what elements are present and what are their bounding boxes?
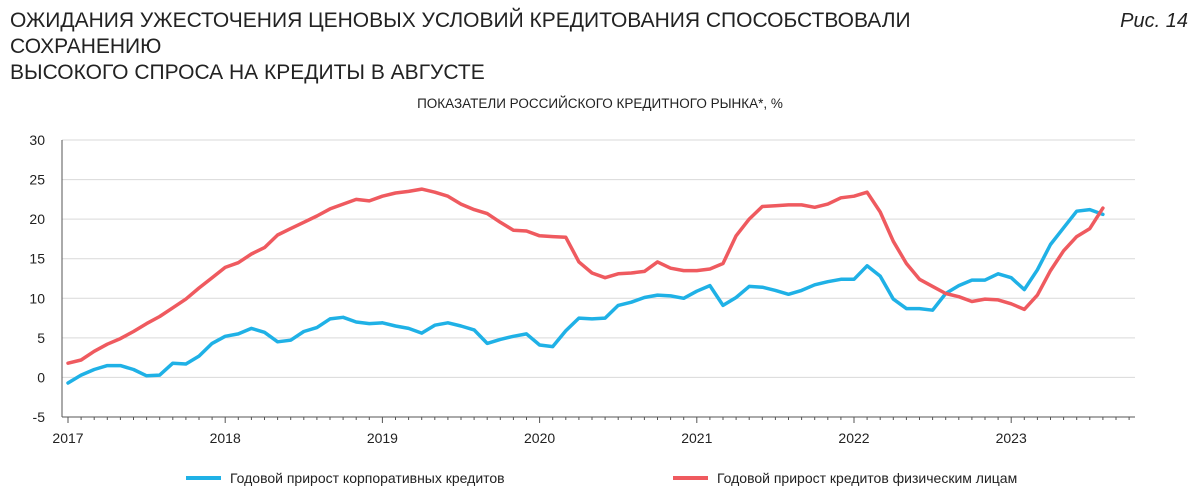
y-tick-label: 0	[37, 369, 45, 385]
page-title-line-1: ОЖИДАНИЯ УЖЕСТОЧЕНИЯ ЦЕНОВЫХ УСЛОВИЙ КРЕ…	[10, 9, 911, 58]
y-tick-label: 15	[29, 251, 45, 267]
legend-label: Годовой прирост корпоративных кредитов	[230, 470, 505, 486]
legend-label: Годовой прирост кредитов физическим лица…	[717, 470, 1017, 486]
series-corporate-line	[66, 207, 1105, 385]
x-tick-label: 2019	[367, 430, 398, 446]
legend-item: Годовой прирост кредитов физическим лица…	[673, 470, 1017, 486]
y-tick-label: 10	[29, 290, 45, 306]
y-tick-label: 25	[29, 172, 45, 188]
y-tick-label: 5	[37, 330, 45, 346]
chart-title-block: ОЖИДАНИЯ УЖЕСТОЧЕНИЯ ЦЕНОВЫХ УСЛОВИЙ КРЕ…	[10, 8, 1010, 86]
grid-lines	[61, 139, 1135, 418]
series-retail-line	[66, 187, 1105, 365]
x-tick-label: 2018	[210, 430, 241, 446]
x-tick-label: 2022	[838, 430, 869, 446]
legend: Годовой прирост корпоративных кредитов Го…	[186, 470, 1017, 486]
x-axis: 2017 2018 2019 2020 2021 2022 2023	[52, 417, 1130, 446]
y-tick-label: 20	[29, 211, 45, 227]
x-tick-label: 2017	[52, 430, 83, 446]
x-tick-label: 2021	[681, 430, 712, 446]
y-tick-label: -5	[33, 409, 46, 425]
page-title-line-2: ВЫСОКОГО СПРОСА НА КРЕДИТЫ В АВГУСТЕ	[10, 61, 485, 84]
figure-label: Рис. 14	[1120, 10, 1188, 32]
y-tick-label: 30	[29, 132, 45, 148]
y-axis-ticks: -5 0 5 10 15 20 25 30	[29, 132, 45, 425]
x-tick-label: 2020	[524, 430, 555, 446]
chart-subtitle: ПОКАЗАТЕЛИ РОССИЙСКОГО КРЕДИТНОГО РЫНКА*…	[417, 96, 783, 111]
series-lines	[66, 187, 1105, 385]
legend-item: Годовой прирост корпоративных кредитов	[186, 470, 505, 486]
x-tick-label: 2023	[996, 430, 1027, 446]
